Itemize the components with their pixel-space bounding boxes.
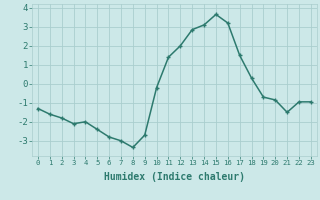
X-axis label: Humidex (Indice chaleur): Humidex (Indice chaleur): [104, 172, 245, 182]
